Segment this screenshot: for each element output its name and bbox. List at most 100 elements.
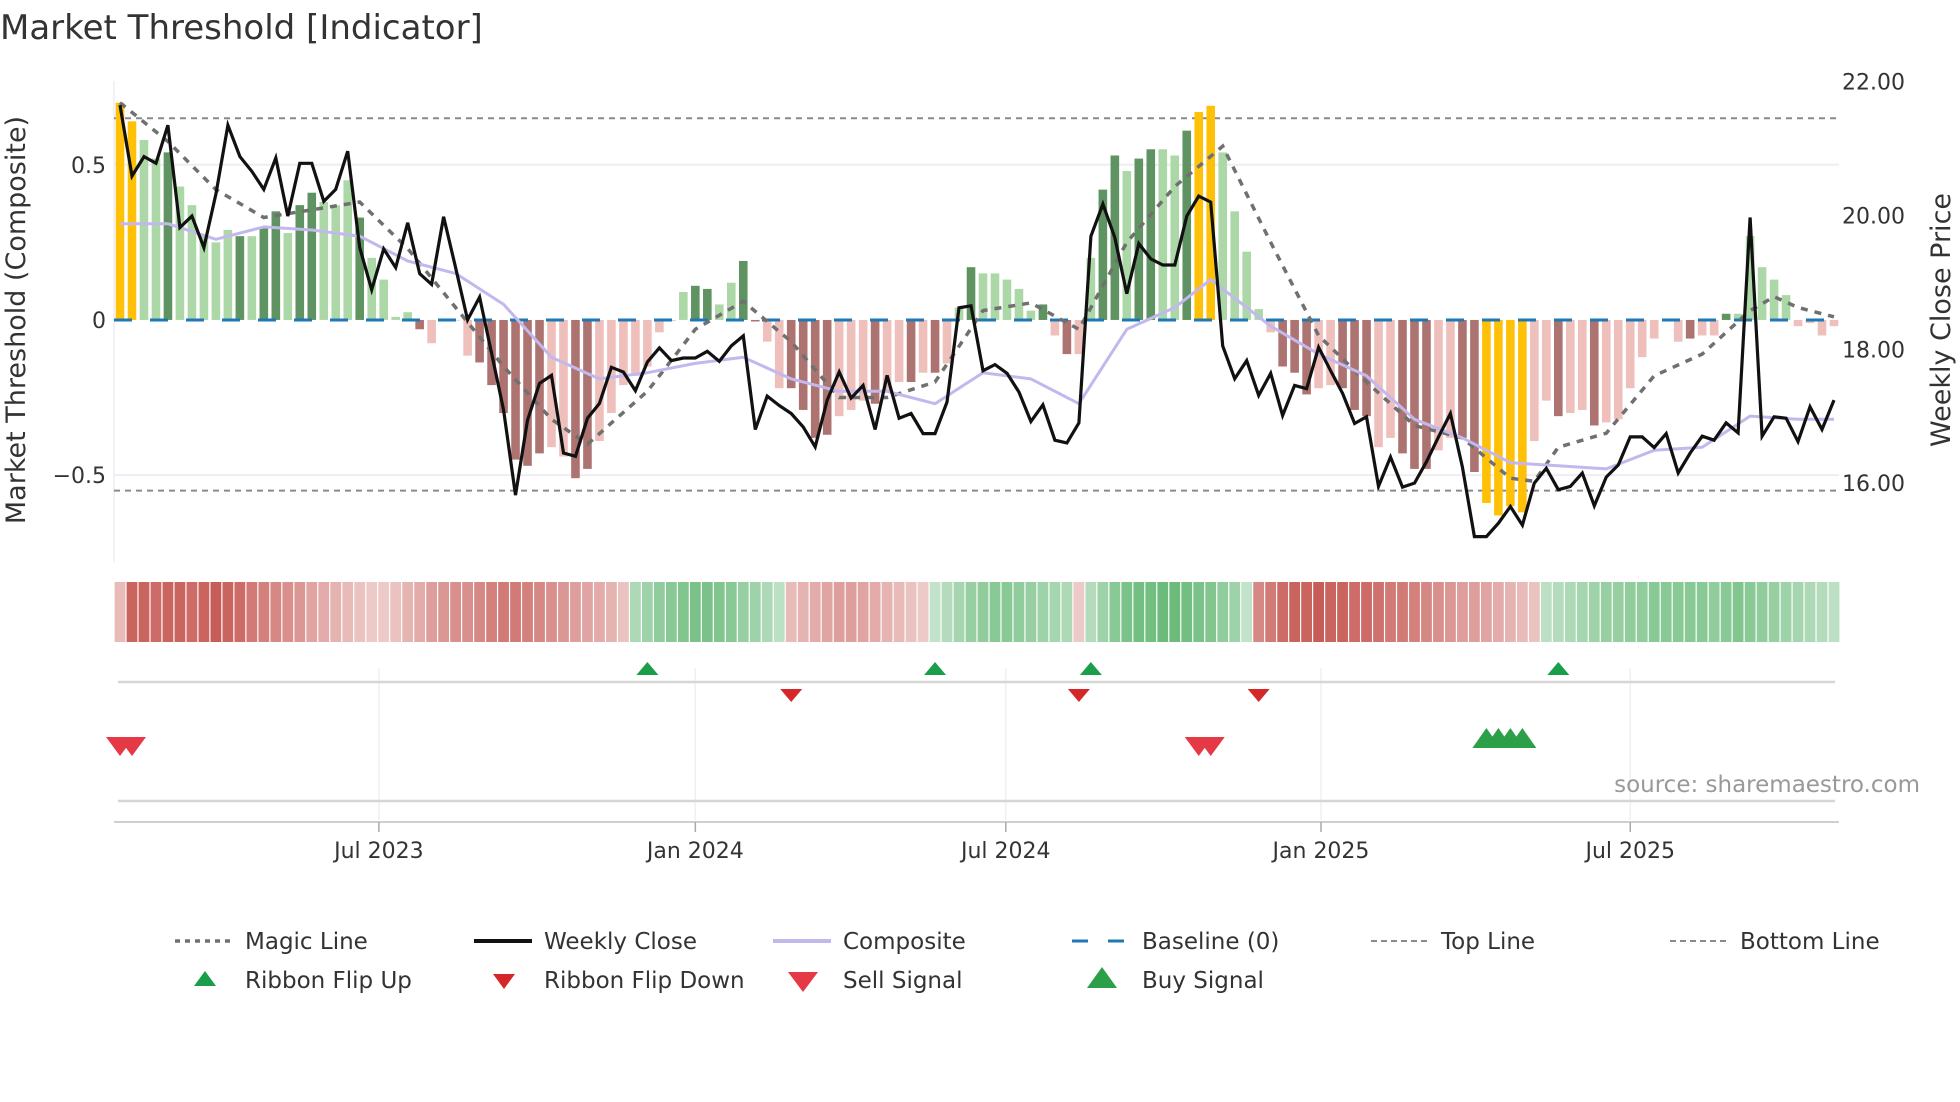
ribbon-cell — [162, 582, 174, 642]
composite-bar — [1254, 309, 1263, 320]
composite-bar — [1086, 257, 1096, 320]
ribbon-cell — [989, 582, 1001, 642]
composite-bar — [858, 319, 868, 401]
ribbon-cell — [426, 582, 438, 642]
ribbon-cell — [366, 582, 378, 642]
ribbon-cell — [1552, 582, 1564, 642]
ribbon-cell — [749, 582, 761, 642]
legend-item-top: Top Line — [1371, 929, 1535, 955]
composite-bar — [223, 229, 233, 320]
x-tick-label: Jan 2025 — [1271, 839, 1370, 864]
ribbon-cell — [737, 582, 749, 642]
ribbon-cell — [1648, 582, 1660, 642]
ribbon-cell — [677, 582, 689, 642]
composite-bar — [1326, 319, 1335, 386]
composite-bar — [187, 205, 197, 320]
ribbon-cell — [1133, 582, 1145, 642]
composite-bar — [559, 319, 568, 457]
x-tick-label: Jul 2025 — [1583, 839, 1675, 864]
ribbon-cell — [498, 582, 509, 642]
ribbon-cell — [941, 582, 953, 642]
ribbon-cell — [1457, 582, 1468, 642]
composite-bar — [834, 319, 844, 417]
composite-bar — [1422, 319, 1431, 469]
ribbon-cell — [857, 582, 869, 642]
ribbon-cell — [1696, 582, 1708, 642]
ribbon-cell — [222, 582, 234, 642]
ribbon-cell — [306, 582, 318, 642]
ribbon-cell — [1397, 582, 1408, 642]
composite-bar — [1733, 313, 1743, 320]
composite-bar — [1386, 319, 1395, 438]
ribbon-cell — [869, 582, 881, 642]
composite-bar — [1302, 319, 1311, 395]
composite-bar — [331, 205, 341, 320]
x-tick-label: Jul 2024 — [959, 839, 1051, 864]
composite-bar — [1458, 319, 1467, 438]
composite-bar — [1134, 158, 1144, 320]
composite-bar — [379, 279, 388, 320]
legend-label: Ribbon Flip Down — [544, 968, 745, 994]
ribbon-cell — [1624, 582, 1636, 642]
composite-bar — [1146, 149, 1156, 320]
legend-item-baseline: Baseline (0) — [1072, 929, 1279, 955]
ribbon-cell — [1037, 582, 1049, 642]
legend-label: Sell Signal — [843, 968, 963, 994]
ribbon-cell — [1157, 582, 1169, 642]
ribbon-cell — [1265, 582, 1277, 642]
signal-rows — [106, 662, 1835, 803]
composite-bar — [810, 319, 820, 438]
composite-bar — [475, 319, 484, 363]
composite-bar — [1446, 319, 1455, 438]
composite-bar — [1709, 319, 1719, 336]
legend: Magic Line Weekly Close Composite Baseline … — [175, 929, 1880, 994]
ribbon-cell — [570, 582, 581, 642]
composite-bar — [774, 319, 784, 389]
legend-label: Buy Signal — [1142, 968, 1264, 994]
ribbon-cell — [1481, 582, 1492, 642]
ribbon-cell — [1025, 582, 1037, 642]
composite-bar — [1685, 319, 1695, 339]
composite-bar — [139, 139, 149, 320]
composite-bar — [355, 217, 365, 320]
legend-item-flipdown: Ribbon Flip Down — [493, 968, 745, 994]
ribbon-cell — [462, 582, 473, 642]
ribbon-cell — [402, 582, 414, 642]
ribbon-cell — [318, 582, 330, 642]
ribbon-cell — [1816, 582, 1828, 642]
ribbon-cell — [977, 582, 989, 642]
composite-bar — [1230, 211, 1239, 320]
ribbon-cell — [1660, 582, 1672, 642]
left-axis-title: Market Threshold (Composite) — [1, 116, 32, 524]
composite-bar — [499, 319, 508, 414]
ribbon-cell — [917, 582, 929, 642]
composite-bar — [1338, 319, 1347, 389]
ribbon-cell — [1325, 582, 1336, 642]
composite-bar — [415, 319, 424, 330]
ribbon-cell — [1792, 582, 1804, 642]
ribbon-cell — [486, 582, 497, 642]
ribbon-cell — [114, 582, 126, 642]
composite-bar — [1494, 319, 1503, 516]
composite-bar — [631, 319, 640, 376]
ribbon-cell — [1145, 582, 1157, 642]
composite-bar — [1589, 319, 1599, 426]
legend-label: Baseline (0) — [1142, 929, 1279, 955]
chart-title: Market Threshold [Indicator] — [0, 8, 483, 48]
composite-bar — [1805, 319, 1815, 324]
composite-bar — [1182, 130, 1192, 320]
composite-bar — [643, 319, 652, 367]
overlay-lines — [114, 101, 1839, 539]
composite-bar — [1170, 155, 1180, 320]
ribbon-flip-up-marker — [1079, 662, 1102, 675]
ribbon-cell — [713, 582, 725, 642]
composite-bar — [295, 205, 305, 320]
composite-bar — [882, 319, 892, 392]
composite-bar — [1673, 319, 1683, 342]
composite-bar — [175, 186, 185, 320]
composite-bar — [403, 312, 412, 320]
composite-bar — [1566, 319, 1575, 414]
ribbon-cell — [174, 582, 186, 642]
ribbon-cell — [1672, 582, 1684, 642]
ribbon-cell — [1205, 582, 1217, 642]
